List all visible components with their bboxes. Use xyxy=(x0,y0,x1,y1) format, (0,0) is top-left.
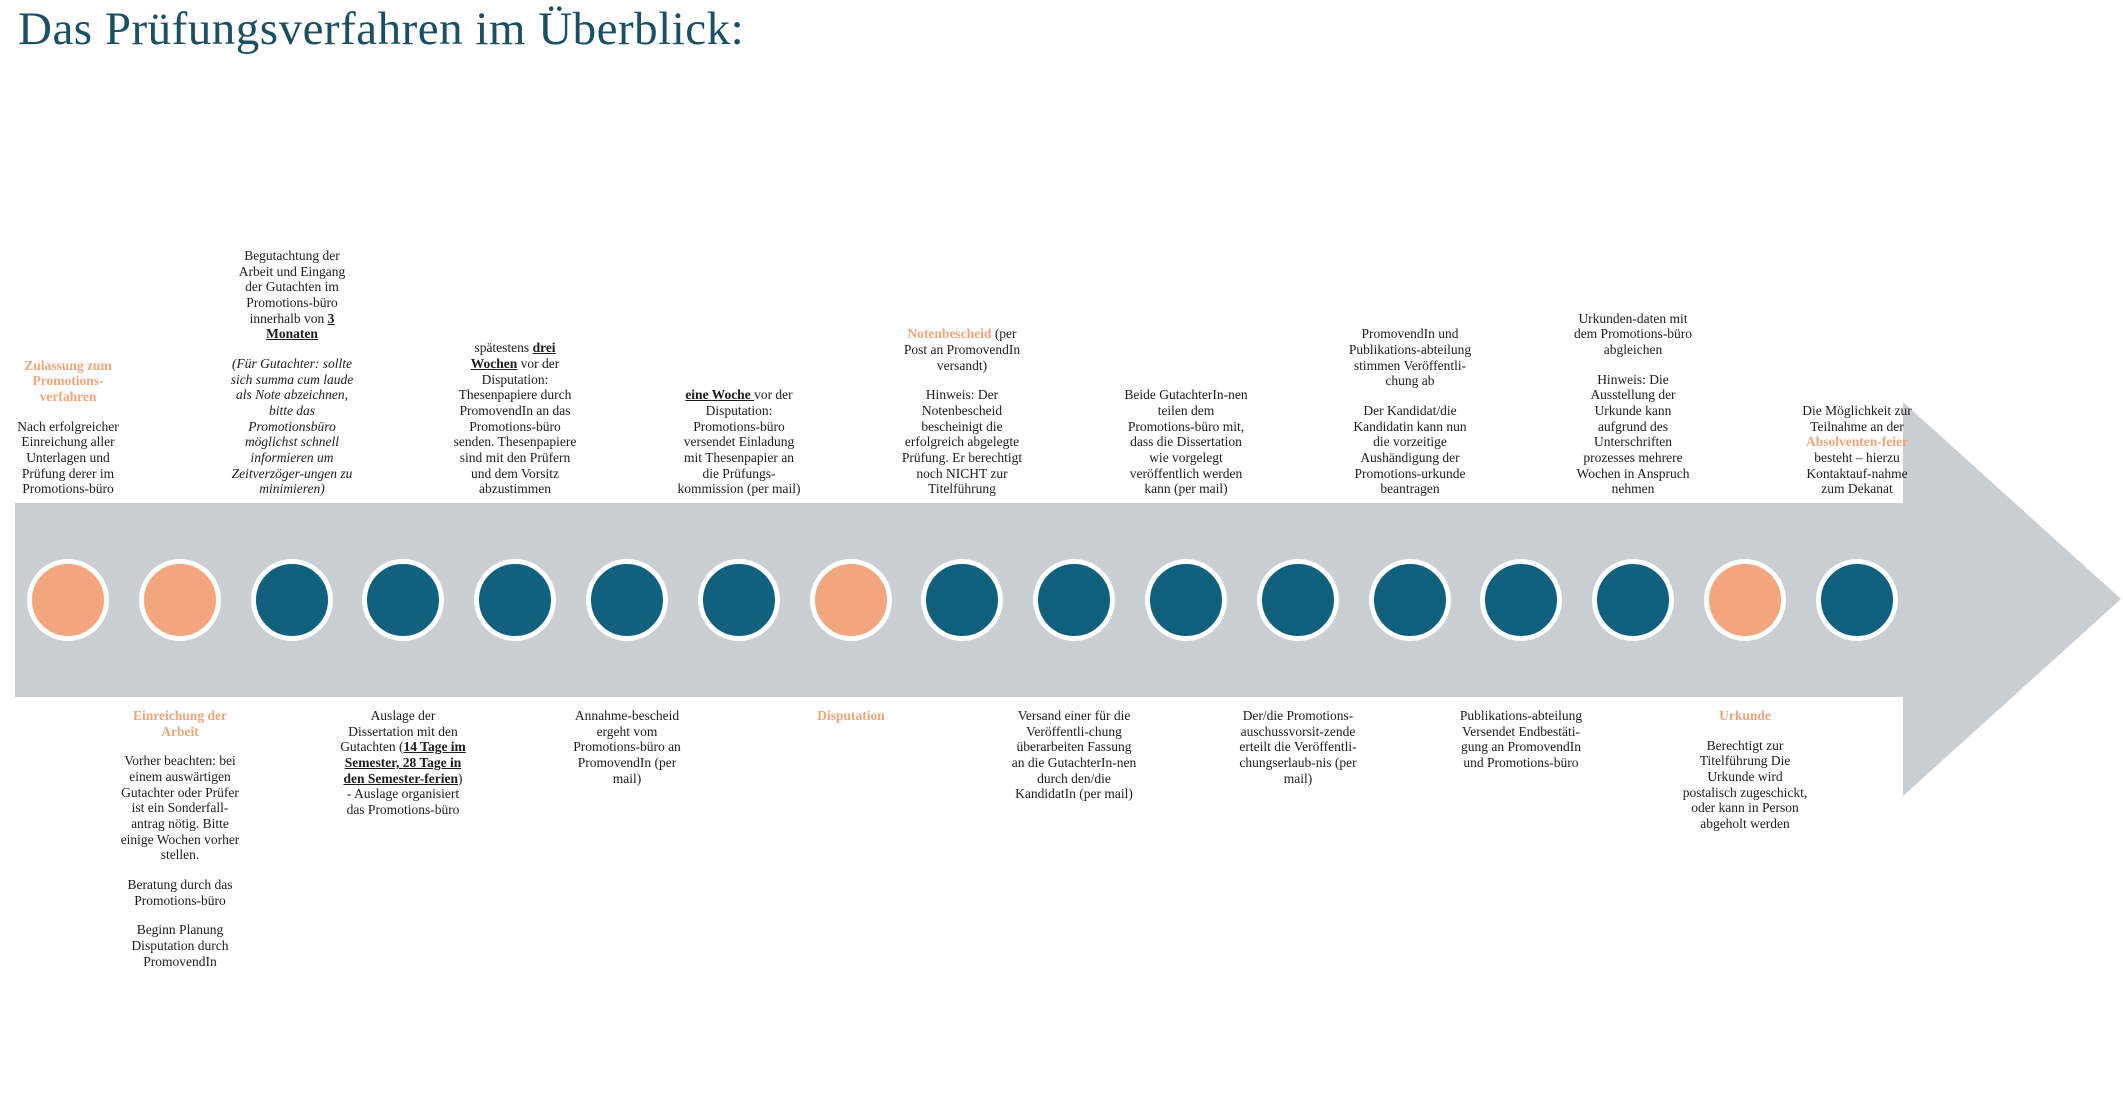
step-circle-13 xyxy=(1368,559,1451,641)
note-text: Hinweis: Die Ausstellung der Urkunde kan… xyxy=(1576,371,1690,497)
note-text: vor der Disputation: Promotions-büro ver… xyxy=(677,387,801,497)
note-text: ) - Auslage organisiert das Promotions-b… xyxy=(346,770,463,817)
note-text: Publikations-abteilung Versendet Endbest… xyxy=(1459,708,1583,770)
note-zulassung: Zulassung zum Promotions-verfahren Nach e… xyxy=(5,358,131,497)
note-text: Hinweis: Der Notenbescheid bescheinigt d… xyxy=(901,387,1023,497)
step-circle-8 xyxy=(809,559,892,641)
note-auslage: Auslage der Dissertation mit den Gutacht… xyxy=(340,708,466,818)
step-circle-9 xyxy=(921,559,1004,641)
note-text: spätestens xyxy=(474,340,533,356)
note-text: Urkunden-daten mit dem Promotions-büro a… xyxy=(1573,310,1693,358)
step-circle-7 xyxy=(697,559,780,641)
note-absolventenfeier: Die Möglichkeit zur Teilnahme an der Abs… xyxy=(1794,403,1920,497)
note-text: Der Kandidat/die Kandidatin kann nun die… xyxy=(1353,403,1467,497)
step-circle-3 xyxy=(250,559,333,641)
step-circle-10 xyxy=(1033,559,1116,641)
note-text: Der/die Promotions-auschussvorsit-zende … xyxy=(1239,708,1357,786)
note-text: PromovendIn und Publikations-abteilung s… xyxy=(1348,326,1472,389)
note-gutachter-freigabe: Beide GutachterIn-nen teilen dem Promoti… xyxy=(1123,387,1249,497)
step-circle-11 xyxy=(1145,559,1227,641)
process-arrowhead-icon xyxy=(1903,402,2121,796)
note-text: Beide GutachterIn-nen teilen dem Promoti… xyxy=(1124,387,1248,497)
note-heading: Einreichung der Arbeit xyxy=(133,708,227,739)
step-circle-5 xyxy=(474,559,557,641)
note-text: Vorher beachten: bei einem auswärtigen G… xyxy=(120,753,240,863)
note-text: (Für Gutachter: sollte sich summa cum la… xyxy=(230,356,354,497)
note-einladung: eine Woche vor der Disputation: Promotio… xyxy=(676,387,802,497)
note-text: 3 Monaten xyxy=(266,310,335,342)
note-text: Beratung durch das Promotions-büro xyxy=(127,876,233,908)
note-text: besteht – hierzu Kontaktauf-nahme zum De… xyxy=(1806,450,1908,497)
step-circle-14 xyxy=(1480,559,1563,641)
step-circle-12 xyxy=(1256,559,1339,641)
note-notenbescheid: Notenbescheid (per Post an PromovendIn v… xyxy=(899,326,1025,497)
step-circle-1 xyxy=(27,559,109,641)
note-endbestaetigung: Publikations-abteilung Versendet Endbest… xyxy=(1458,708,1584,771)
note-text: Nach erfolgreicher Einreichung aller Unt… xyxy=(17,418,119,497)
note-text: 14 Tage im Semester, 28 Tage in den Seme… xyxy=(343,739,466,786)
note-disputation: Disputation xyxy=(788,708,914,724)
step-circle-2 xyxy=(138,559,221,641)
note-urkundendaten: Urkunden-daten mit dem Promotions-büro a… xyxy=(1570,311,1696,497)
note-heading: Disputation xyxy=(817,708,885,723)
note-versand-fassung: Versand einer für die Veröffentli-chung … xyxy=(1011,708,1137,802)
note-text: Berechtigt zur Titelführung Die Urkunde … xyxy=(1682,737,1808,831)
note-heading: Notenbescheid xyxy=(907,326,992,342)
page-title: Das Prüfungsverfahren im Überblick: xyxy=(18,3,745,55)
note-text: Annahme-bescheid ergeht vom Promotions-b… xyxy=(573,708,681,786)
step-circle-4 xyxy=(362,559,445,641)
note-text: Beginn Planung Disputation durch Promove… xyxy=(131,922,229,969)
step-circle-17 xyxy=(1815,559,1898,641)
note-text: vor der Disputation: Thesenpapiere durch… xyxy=(453,356,577,497)
note-text: drei Wochen xyxy=(470,340,556,372)
note-thesenpapiere: spätestens drei Wochen vor der Disputati… xyxy=(452,340,578,497)
note-text: Auslage der Dissertation mit den Gutacht… xyxy=(340,708,458,755)
note-text: Die Möglichkeit zur Teilnahme an der xyxy=(1802,403,1912,434)
step-circle-16 xyxy=(1704,559,1786,641)
note-text: Versand einer für die Veröffentli-chung … xyxy=(1011,708,1137,802)
note-veroeffentlichung-abstimmung: PromovendIn und Publikations-abteilung s… xyxy=(1347,326,1473,497)
note-text: (per Post an PromovendIn versandt) xyxy=(903,326,1021,373)
step-circle-6 xyxy=(586,559,668,641)
note-heading: Absolventen-feier xyxy=(1806,434,1908,450)
step-circle-15 xyxy=(1592,559,1675,641)
note-annahmebescheid: Annahme-bescheid ergeht vom Promotions-b… xyxy=(564,708,690,786)
note-begutachtung: Begutachtung der Arbeit und Eingang der … xyxy=(229,248,355,497)
note-urkunde: Urkunde Berechtigt zur Titelführung Die U… xyxy=(1682,708,1808,832)
note-text: eine Woche xyxy=(685,387,755,403)
note-heading: Urkunde xyxy=(1719,708,1771,723)
note-einreichung: Einreichung der Arbeit Vorher beachten: b… xyxy=(117,708,243,969)
note-text: Begutachtung der Arbeit und Eingang der … xyxy=(238,248,346,326)
note-veroeffentlichungserlaubnis: Der/die Promotions-auschussvorsit-zende … xyxy=(1235,708,1361,786)
note-heading: Zulassung zum Promotions-verfahren xyxy=(24,357,112,405)
